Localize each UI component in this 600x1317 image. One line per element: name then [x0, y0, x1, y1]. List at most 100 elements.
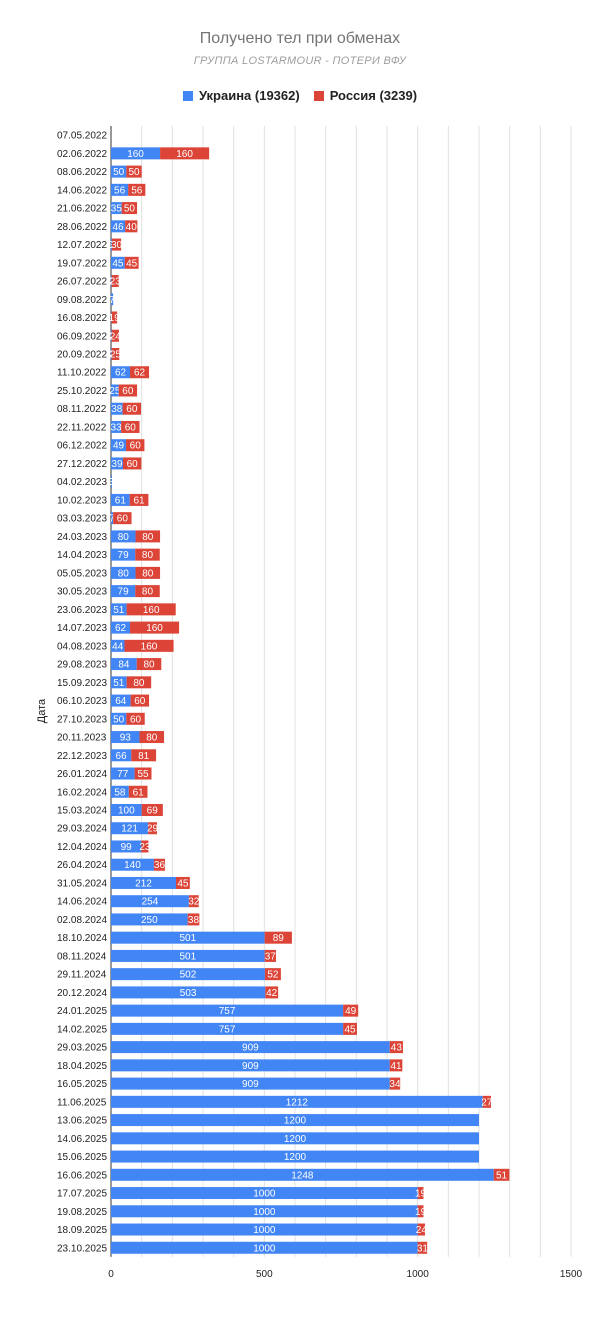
data-label-ukraine: 160: [127, 149, 144, 160]
category-label: 25.10.2022: [57, 386, 107, 397]
category-label: 12.04.2024: [57, 842, 107, 853]
data-label-ukraine: 44: [112, 641, 124, 652]
legend-item-russia[interactable]: Россия (3239): [313, 88, 417, 103]
bar-russia: [122, 457, 142, 470]
data-label-ukraine: 64: [115, 696, 127, 707]
data-label-russia: 60: [130, 714, 142, 725]
data-label-russia: 81: [138, 751, 150, 762]
bar-russia: [124, 256, 139, 269]
bar-russia: [131, 749, 157, 762]
bar-russia: [139, 731, 165, 744]
category-label: 22.12.2023: [57, 751, 107, 762]
category-label: 14.06.2024: [57, 897, 107, 908]
data-label-russia: 36: [154, 860, 166, 871]
bar-ukraine: [111, 840, 142, 853]
bar-russia: [264, 931, 292, 944]
legend-swatch-russia: [313, 90, 324, 101]
bar-russia: [111, 275, 119, 288]
category-label: 09.08.2022: [57, 295, 107, 306]
data-label-ukraine: 56: [114, 185, 126, 196]
legend-label-ukraine: Украина (19362): [198, 88, 300, 103]
data-label-russia: 34: [389, 1079, 401, 1090]
bar-russia: [111, 348, 120, 360]
data-label-ukraine: 45: [112, 258, 124, 269]
category-label: 02.06.2022: [57, 149, 107, 160]
data-label-ukraine: 250: [141, 915, 158, 926]
data-label-russia: 19: [415, 1189, 427, 1200]
category-label: 20.09.2022: [57, 350, 107, 361]
bar-ukraine: [111, 767, 135, 780]
category-label: 28.06.2022: [57, 222, 107, 233]
bar-russia: [264, 949, 276, 962]
bar-ukraine: [111, 876, 177, 889]
data-label-ukraine: 3: [109, 477, 115, 488]
data-label-ukraine: 77: [117, 769, 129, 780]
bar-ukraine: [111, 293, 114, 306]
data-label-russia: 80: [143, 660, 155, 671]
data-label-russia: 52: [267, 970, 279, 981]
data-label-russia: 160: [143, 605, 160, 616]
bar-ukraine: [111, 1205, 418, 1218]
bar-russia: [130, 694, 150, 707]
x-tick-label: 0: [108, 1269, 114, 1280]
bar-ukraine: [111, 329, 112, 342]
data-label-russia: 31: [417, 1243, 429, 1254]
category-label: 11.10.2022: [57, 368, 107, 379]
x-tick-label: 1000: [407, 1269, 430, 1280]
data-label-ukraine: 1000: [253, 1225, 276, 1236]
data-label-russia: 24: [416, 1225, 428, 1236]
x-tick-label: 1500: [560, 1269, 583, 1280]
data-label-ukraine: 1000: [253, 1207, 276, 1218]
category-label: 24.03.2023: [57, 532, 107, 543]
bar-ukraine: [111, 256, 125, 269]
bar-russia: [153, 858, 165, 871]
data-label-russia: 160: [146, 623, 163, 634]
data-label-ukraine: 502: [180, 970, 197, 981]
data-label-russia: 60: [122, 386, 134, 397]
bar-ukraine: [111, 220, 126, 233]
data-label-ukraine: 503: [180, 988, 197, 999]
category-label: 08.11.2024: [57, 951, 107, 962]
bar-ukraine: [111, 712, 127, 725]
data-label-russia: 37: [265, 951, 277, 962]
data-label-russia: 30: [111, 240, 123, 251]
bar-ukraine: [111, 165, 127, 178]
data-label-russia: 24: [110, 331, 122, 342]
category-label: 14.04.2023: [57, 550, 107, 561]
bar-ukraine: [111, 1241, 418, 1254]
bar-russia: [493, 1168, 510, 1181]
data-label-ukraine: 38: [111, 404, 123, 415]
bar-russia: [126, 676, 152, 689]
category-label: 16.08.2022: [57, 313, 107, 324]
bar-russia: [135, 530, 161, 543]
bar-russia: [111, 329, 119, 342]
data-label-russia: 69: [147, 806, 159, 817]
category-label: 08.06.2022: [57, 167, 107, 178]
data-label-ukraine: 909: [242, 1043, 259, 1054]
legend-item-ukraine[interactable]: Украина (19362): [182, 88, 300, 103]
bar-ukraine: [111, 475, 112, 488]
data-label-ukraine: 1200: [284, 1152, 307, 1163]
bar-ukraine: [111, 749, 132, 762]
data-label-ukraine: 909: [242, 1061, 259, 1072]
data-label-russia: 45: [177, 878, 189, 889]
bar-ukraine: [111, 512, 114, 525]
bar-ukraine: [111, 804, 142, 816]
bar-russia: [417, 1223, 426, 1236]
bar-ukraine: [111, 658, 137, 671]
data-label-russia: 27: [481, 1097, 493, 1108]
bar-ukraine: [111, 183, 129, 196]
data-label-russia: 29: [147, 824, 159, 835]
category-label: 20.12.2024: [57, 988, 107, 999]
category-label: 12.07.2022: [57, 240, 107, 251]
bar-ukraine: [111, 366, 131, 379]
data-label-russia: 62: [134, 368, 146, 379]
bar-russia: [118, 384, 138, 397]
category-label: 10.02.2023: [57, 495, 107, 506]
data-label-ukraine: 757: [219, 1006, 236, 1017]
bar-ukraine: [111, 402, 123, 415]
bar-russia: [134, 767, 152, 780]
bar-ukraine: [111, 986, 266, 999]
bar-ukraine: [111, 639, 125, 652]
